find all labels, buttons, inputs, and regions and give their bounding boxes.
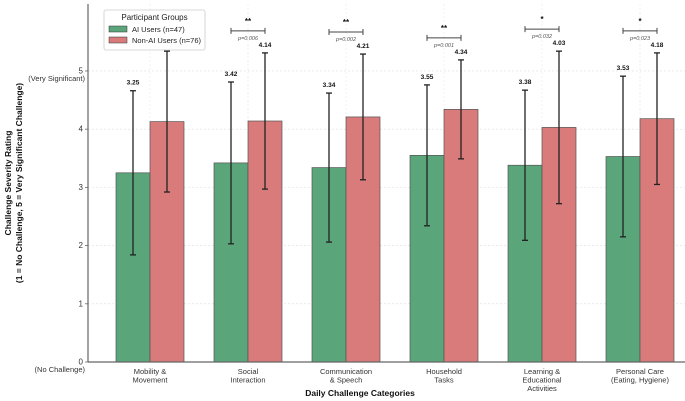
- value-label: 4.03: [553, 40, 566, 47]
- significance-stars: **: [441, 24, 448, 33]
- legend-title: Participant Groups: [121, 13, 187, 22]
- p-value-label: p=0.032: [531, 34, 552, 40]
- x-tick-label-line: (Eating, Hygiene): [611, 376, 669, 385]
- x-tick-label-line: Mobility &: [134, 367, 167, 376]
- value-label: 3.53: [617, 65, 630, 72]
- bars: [115, 109, 675, 363]
- y-tick-label: 1: [79, 299, 84, 308]
- p-value-label: p=0.001: [433, 43, 454, 49]
- x-tick-label: Social Interaction: [230, 367, 265, 385]
- x-tick-label: Personal Care (Eating, Hygiene): [611, 367, 669, 385]
- error-bars: [130, 50, 660, 256]
- x-tick-label-line: Movement: [132, 376, 168, 385]
- y-axis-title: Challenge Severity Rating (1 = No Challe…: [3, 83, 24, 283]
- p-value-label: p=0.002: [335, 37, 356, 43]
- value-label: 4.21: [357, 43, 370, 50]
- significance-stars: **: [245, 17, 252, 26]
- y-tick-labels: 0(No Challenge) 1 2 3 4 5(Very Significant): [28, 66, 88, 374]
- y-tick-label: 5: [79, 66, 84, 75]
- legend-swatch-ai-users: [108, 25, 128, 33]
- y-tick-annotation: (No Challenge): [35, 365, 86, 374]
- x-tick-label-line: & Speech: [330, 376, 363, 385]
- legend-label-ai-users: AI Users (n=47): [132, 25, 185, 34]
- p-value-label: p=0.023: [629, 36, 651, 42]
- legend-box: [103, 9, 206, 51]
- value-label: 4.34: [455, 49, 468, 56]
- legend-swatch-non-ai-users: [108, 36, 128, 44]
- x-tick-label-line: Communication: [320, 367, 372, 376]
- significance-stars: **: [343, 18, 350, 27]
- y-tick-label: 4: [79, 125, 84, 134]
- x-tick-label: Communication & Speech: [320, 367, 372, 385]
- value-label: 4.14: [259, 42, 272, 49]
- value-label: 3.55: [421, 74, 434, 81]
- x-tick-label: Household Tasks: [426, 367, 462, 385]
- x-tick-label-line: Educational: [522, 376, 562, 385]
- x-tick-label-line: Household: [426, 367, 462, 376]
- axes: [87, 4, 685, 363]
- value-labels: 3.25 3.42 3.34 3.55 3.38 3.53 4.14 4.21 4.34 4.03…: [127, 40, 664, 89]
- significance-stars: *: [638, 17, 642, 26]
- significance-stars: *: [540, 15, 544, 24]
- value-label: 3.42: [225, 71, 238, 78]
- x-tick-label-line: Social: [238, 367, 259, 376]
- y-tick-annotation: (Very Significant): [28, 74, 85, 83]
- x-tick-label-line: Tasks: [434, 376, 453, 385]
- x-tick-label-line: Learning &: [524, 367, 560, 376]
- significance-brackets: ** p=0.006 ** p=0.002 ** p=0.001 * p=0.032 * p=0.…: [230, 15, 658, 49]
- value-label: 4.18: [651, 42, 664, 49]
- x-tick-label-line: Personal Care: [616, 367, 664, 376]
- x-tick-label: Mobility & Movement: [132, 367, 168, 385]
- value-label: 3.38: [519, 79, 532, 86]
- p-value-label: p=0.006: [237, 36, 259, 42]
- y-tick-label: 0: [79, 358, 84, 367]
- value-label: 3.25: [127, 80, 140, 87]
- x-tick-label: Learning & Educational Activities: [522, 367, 562, 393]
- x-tick-label-line: Activities: [527, 384, 557, 393]
- y-tick-label: 3: [79, 183, 84, 192]
- legend-label-non-ai-users: Non-AI Users (n=76): [132, 36, 201, 45]
- value-label: 3.34: [323, 82, 336, 89]
- y-tick-label: 2: [79, 241, 84, 250]
- x-axis-title: Daily Challenge Categories: [305, 388, 415, 398]
- x-tick-label-line: Interaction: [230, 376, 265, 385]
- y-axis-title-sub: (1 = No Challenge, 5 = Very Significant …: [14, 83, 24, 283]
- legend: Participant Groups AI Users (n=47) Non-A…: [103, 9, 206, 51]
- y-axis-title-main: Challenge Severity Rating: [3, 131, 13, 236]
- x-tick-labels: Mobility & Movement Social Interaction Commu…: [132, 367, 669, 393]
- grid-lines: [88, 4, 685, 362]
